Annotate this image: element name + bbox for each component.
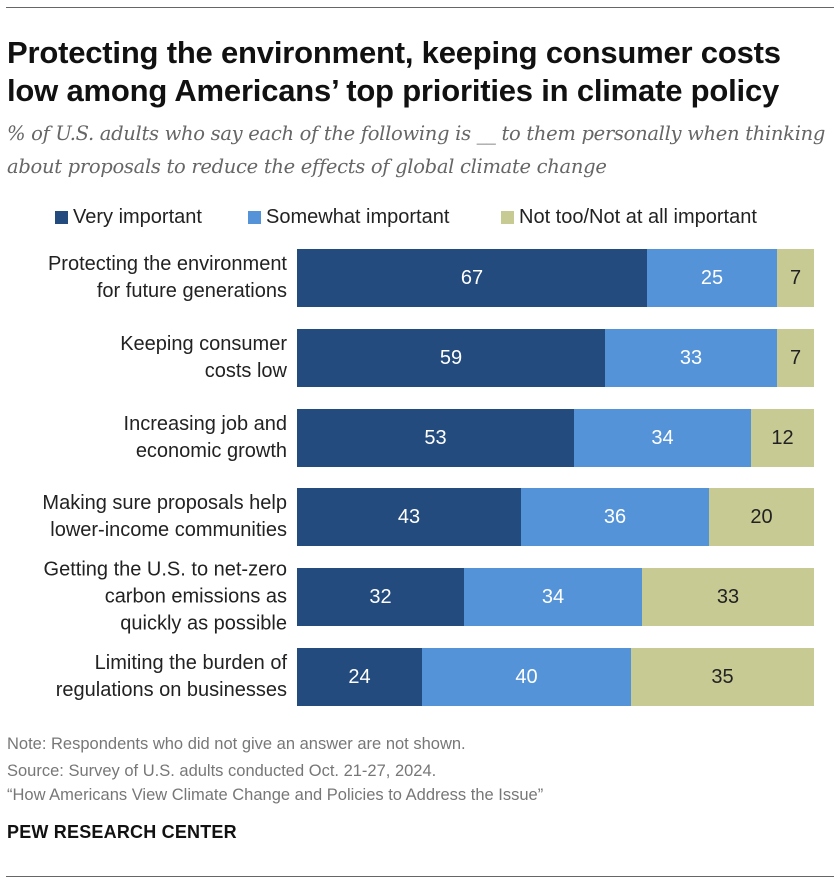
bar-segment-very: 53 — [297, 409, 574, 467]
bar-row: Getting the U.S. to net-zero carbon emiss… — [0, 559, 840, 635]
data-label: 43 — [397, 505, 421, 528]
chart-title: Protecting the environment, keeping cons… — [7, 35, 781, 108]
bar-segment-somewhat: 25 — [647, 249, 777, 307]
legend-item-very: Very important — [55, 203, 202, 231]
category-label: Increasing job and economic growth — [0, 411, 287, 465]
data-label: 33 — [679, 346, 703, 369]
source-text: Source: Survey of U.S. adults conducted … — [7, 762, 437, 780]
legend-swatch-not — [501, 210, 514, 224]
legend-item-somewhat: Somewhat important — [248, 203, 449, 231]
data-label: 34 — [651, 426, 674, 449]
data-label: 7 — [789, 266, 802, 289]
data-label: 67 — [460, 266, 484, 289]
data-label: 35 — [711, 665, 734, 688]
bar-segment-very: 43 — [297, 488, 521, 546]
legend: Very important Somewhat important Not to… — [0, 203, 840, 231]
category-label-line: carbon emissions as — [104, 585, 287, 608]
legend-label-somewhat: Somewhat important — [266, 205, 450, 228]
bar-segment-not: 7 — [777, 249, 814, 307]
bar-segment-somewhat: 33 — [605, 329, 777, 387]
bar-segment-somewhat: 34 — [464, 568, 642, 626]
pew-research-center-logo: PEW RESEARCH CENTER — [7, 822, 237, 842]
legend-item-not: Not too/Not at all important — [501, 203, 757, 231]
category-label-line: Making sure proposals help — [42, 492, 287, 514]
category-label: Limiting the burden of regulations on bus… — [0, 650, 287, 704]
category-label: Making sure proposals help lower-income c… — [0, 490, 287, 544]
bar-segment-very: 32 — [297, 568, 464, 626]
bar-row: Limiting the burden of regulations on bus… — [0, 648, 840, 706]
data-label: 12 — [771, 426, 794, 449]
category-label-line: costs low — [204, 360, 287, 382]
bottom-rule — [6, 876, 834, 877]
report-title-text: “How Americans View Climate Change and P… — [7, 786, 544, 804]
bar-segment-not: 12 — [751, 409, 814, 467]
data-label: 59 — [439, 346, 463, 369]
data-label: 34 — [541, 585, 565, 608]
data-label: 7 — [789, 346, 802, 369]
category-label-line: Increasing job and — [123, 413, 287, 435]
bar-track: 24 40 35 — [297, 648, 819, 706]
bar-track: 67 25 7 — [297, 249, 819, 307]
bar-row: Increasing job and economic growth 53 34 12 — [0, 409, 840, 467]
data-label: 24 — [348, 665, 371, 688]
bar-track: 32 34 33 — [297, 568, 819, 626]
category-label-line: for future generations — [96, 280, 287, 302]
legend-swatch-very — [55, 210, 68, 224]
legend-label-not: Not too/Not at all important — [519, 205, 757, 228]
data-label: 40 — [515, 665, 538, 688]
bar-segment-very: 67 — [297, 249, 647, 307]
data-label: 33 — [716, 585, 740, 608]
bar-segment-not: 33 — [642, 568, 814, 626]
category-label: Getting the U.S. to net-zero carbon emiss… — [0, 557, 287, 638]
legend-swatch-somewhat — [248, 210, 261, 224]
bar-segment-somewhat: 34 — [574, 409, 751, 467]
category-label: Protecting the environment for future gen… — [0, 251, 287, 305]
category-label-line: Keeping consumer — [120, 333, 287, 355]
bar-row: Making sure proposals help lower-income c… — [0, 488, 840, 546]
data-label: 20 — [750, 505, 773, 528]
category-label-line: Protecting the environment — [47, 253, 287, 275]
note-text: Note: Respondents who did not give an an… — [7, 735, 466, 753]
bar-segment-not: 20 — [709, 488, 814, 546]
bar-segment-very: 59 — [297, 329, 605, 387]
bar-segment-somewhat: 36 — [521, 488, 709, 546]
bar-row: Keeping consumer costs low 59 33 7 — [0, 329, 840, 387]
top-rule — [6, 7, 834, 8]
data-label: 36 — [603, 505, 627, 528]
category-label-line: economic growth — [135, 440, 287, 462]
legend-label-very: Very important — [73, 205, 202, 228]
category-label-line: Limiting the burden of — [94, 652, 287, 674]
data-label: 53 — [424, 426, 447, 449]
bar-row: Protecting the environment for future gen… — [0, 249, 840, 307]
data-label: 32 — [369, 585, 392, 608]
bar-track: 43 36 20 — [297, 488, 819, 546]
category-label-line: lower-income communities — [50, 519, 287, 541]
bar-segment-somewhat: 40 — [422, 648, 631, 706]
category-label-line: Getting the U.S. to net-zero — [43, 558, 287, 581]
chart-subtitle: % of U.S. adults who say each of the fol… — [7, 122, 826, 178]
bar-track: 59 33 7 — [297, 329, 819, 387]
bar-segment-very: 24 — [297, 648, 422, 706]
category-label-line: regulations on businesses — [55, 679, 287, 701]
bar-segment-not: 7 — [777, 329, 814, 387]
bar-track: 53 34 12 — [297, 409, 819, 467]
category-label-line: quickly as possible — [120, 612, 287, 635]
bar-segment-not: 35 — [631, 648, 814, 706]
data-label: 25 — [700, 266, 724, 289]
category-label: Keeping consumer costs low — [0, 331, 287, 385]
